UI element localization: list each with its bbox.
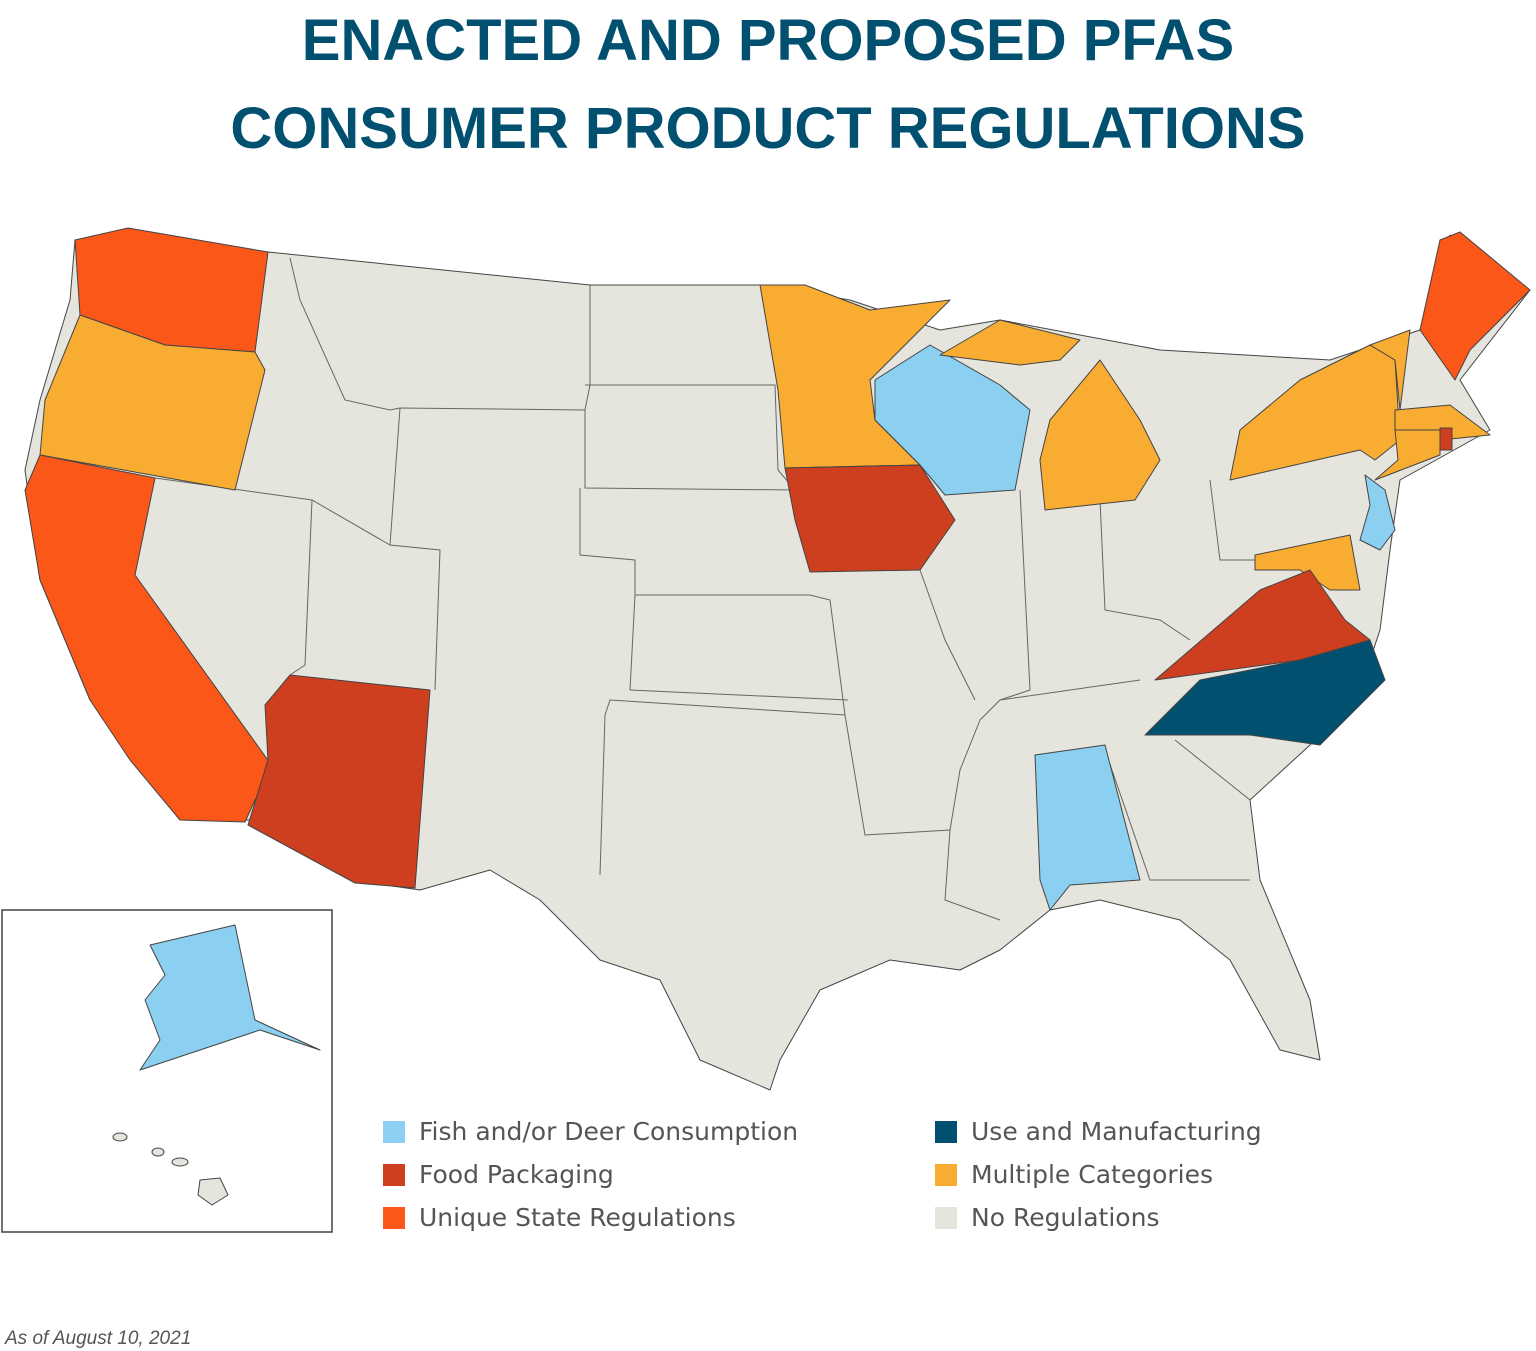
state: [1359, 474, 1396, 551]
state: [874, 344, 1031, 496]
state: [1039, 359, 1161, 511]
legend-label: Food Packaging: [419, 1160, 614, 1189]
state: [39, 314, 266, 491]
state: [247, 674, 431, 889]
state: [759, 284, 951, 469]
footnote: As of August 10, 2021: [4, 1328, 191, 1349]
state: [939, 319, 1081, 366]
state: [1034, 744, 1141, 911]
state: [151, 1147, 165, 1157]
legend-label: Multiple Categories: [971, 1160, 1213, 1189]
inset: [1, 909, 333, 1233]
state: [139, 924, 321, 1071]
legend-swatch: [383, 1164, 405, 1186]
title-line: ENACTED AND PROPOSED PFAS: [302, 8, 1234, 73]
legend: Fish and/or Deer Consumption Food Packagi…: [383, 1117, 1262, 1232]
legend-swatch: [383, 1207, 405, 1229]
state: [171, 1157, 189, 1167]
state: [784, 464, 956, 573]
state: [112, 1132, 128, 1142]
legend-label: No Regulations: [971, 1203, 1159, 1232]
state: [24, 454, 276, 823]
inset-frame: [1, 909, 333, 1233]
title-line: CONSUMER PRODUCT REGULATIONS: [230, 96, 1305, 161]
state: [1374, 429, 1441, 481]
state: [1254, 534, 1361, 591]
state: [197, 1177, 229, 1206]
us-map: [24, 227, 1531, 1091]
state: [1439, 427, 1453, 451]
state: [1419, 231, 1531, 381]
legend-label: Unique State Regulations: [419, 1203, 736, 1232]
state: [1144, 639, 1386, 746]
legend-label: Fish and/or Deer Consumption: [419, 1117, 798, 1146]
legend-swatch: [935, 1164, 957, 1186]
state-borders: [154, 257, 1255, 921]
legend-swatch: [935, 1207, 957, 1229]
legend-swatch: [935, 1121, 957, 1143]
legend-swatch: [383, 1121, 405, 1143]
legend-label: Use and Manufacturing: [971, 1117, 1262, 1146]
